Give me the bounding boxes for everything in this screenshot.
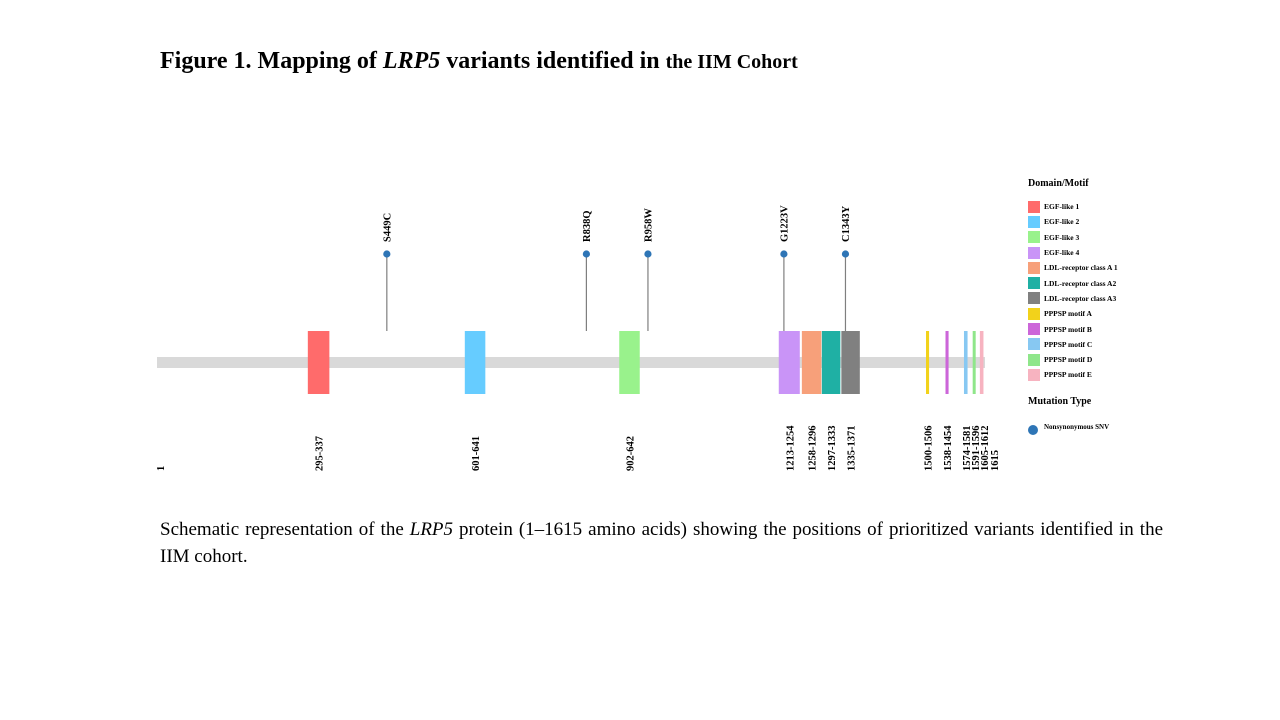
figure-title: Figure 1. Mapping of LRP5 variants ident… <box>160 48 798 75</box>
caption-gene: LRP5 <box>409 519 454 540</box>
domain-range-label: 295-337 <box>315 436 326 471</box>
legend-item: EGF-like 4 <box>1028 245 1228 260</box>
legend-swatch <box>1028 292 1040 305</box>
variant-label: C1343Y <box>841 205 852 242</box>
variant-marker <box>841 250 850 258</box>
legend-label: LDL-receptor class A3 <box>1044 293 1117 303</box>
variant-marker <box>582 250 590 258</box>
protein-diagram: 295-337 601-641 902-642 1213-1254 1258-1296 1… <box>156 205 1000 472</box>
domain-range-label: 1297-1333 <box>827 426 838 472</box>
domain-block <box>619 331 640 394</box>
domain-block <box>801 331 822 394</box>
legend-swatch <box>1028 231 1040 244</box>
legend-item: LDL-receptor class A3 <box>1028 291 1228 306</box>
legend-item: PPPSP motif E <box>1028 367 1228 382</box>
legend-item: PPPSP motif A <box>1028 306 1228 321</box>
legend-label: EGF-like 2 <box>1044 217 1080 227</box>
domain-block <box>307 331 330 394</box>
legend-swatch <box>1028 246 1040 259</box>
domain-range-label: 902-642 <box>625 436 636 471</box>
domain-range-label: 1591-1596 <box>971 426 982 472</box>
legend-swatch <box>1028 261 1040 274</box>
domain-block <box>963 331 968 394</box>
variant-marker <box>383 250 391 258</box>
domain-block <box>841 331 860 394</box>
legend-item: PPPSP motif D <box>1028 352 1228 367</box>
legend-swatch <box>1028 200 1040 213</box>
variant-label: R958W <box>643 208 654 242</box>
domain-range-label: 1213-1254 <box>785 425 796 471</box>
domain-range-label: 1538-1454 <box>943 425 954 471</box>
legend-swatch <box>1028 323 1040 336</box>
legend-label: EGF-like 4 <box>1044 248 1080 258</box>
title-prefix: Figure 1. Mapping of <box>160 48 383 74</box>
legend-item: PPPSP motif B <box>1028 321 1228 336</box>
domain-block <box>778 331 800 394</box>
domain-range-label: 1258-1296 <box>808 426 819 472</box>
legend-label: LDL-receptor class A 1 <box>1044 263 1118 273</box>
variant-marker <box>780 250 788 258</box>
domain-block <box>945 331 949 394</box>
legend-swatch <box>1028 277 1040 290</box>
protein-backbone <box>157 357 985 368</box>
domain-range-label: 1500-1506 <box>924 426 935 472</box>
legend-mutation-item: Nonsynonymous SNV <box>1028 419 1228 435</box>
title-gene: LRP5 <box>382 48 441 74</box>
legend-swatch <box>1028 215 1040 228</box>
domain-range-label: 1574-1581 <box>962 426 973 472</box>
legend-label: EGF-like 1 <box>1044 202 1080 212</box>
variant-label: R838Q <box>582 211 593 243</box>
legend-label: PPPSP motif A <box>1044 309 1092 319</box>
variant-label: G1223V <box>779 205 790 242</box>
legend-domain-heading: Domain/Motif <box>1028 178 1089 189</box>
domain-block <box>926 331 930 394</box>
domain-range-label: 1605-1612 <box>980 426 991 472</box>
legend-label: LDL-receptor class A2 <box>1044 278 1117 288</box>
legend-mutation-heading: Mutation Type <box>1028 395 1092 407</box>
legend-item: EGF-like 3 <box>1028 230 1228 245</box>
protein-start-label: 1 <box>156 466 167 471</box>
title-tail: the IIM Cohort <box>665 51 798 73</box>
legend-swatch <box>1028 307 1040 320</box>
legend-label: EGF-like 3 <box>1044 232 1080 242</box>
legend-swatch <box>1028 338 1040 351</box>
title-middle: variants identified in <box>440 48 666 74</box>
domain-block <box>979 331 984 394</box>
legend-swatch <box>1028 353 1040 366</box>
caption-rest: protein (1–1615 amino acids) showing the… <box>160 519 1164 567</box>
domain-block <box>972 331 976 394</box>
legend-label: PPPSP motif D <box>1044 355 1093 365</box>
legend-item: EGF-like 2 <box>1028 214 1228 229</box>
legend-label: PPPSP motif B <box>1044 324 1092 334</box>
snv-marker-icon <box>1028 424 1038 435</box>
legend-label: PPPSP motif C <box>1044 339 1093 349</box>
domain-range-label: 1335-1371 <box>847 426 858 472</box>
legend-mutation-label: Nonsynonymous SNV <box>1044 422 1110 431</box>
domain-block <box>821 331 841 394</box>
domain-block <box>464 331 486 394</box>
protein-end-label: 1615 <box>990 450 1000 471</box>
domain-range-label: 601-641 <box>471 436 482 471</box>
legend-item: PPPSP motif C <box>1028 337 1228 352</box>
caption-prefix: Schematic representation of the <box>160 519 410 540</box>
figure-caption: Schematic representation of the LRP5 pro… <box>160 516 1163 570</box>
legend-label: PPPSP motif E <box>1044 370 1092 380</box>
legend-swatch <box>1028 368 1040 381</box>
legend-domain-list: EGF-like 1 EGF-like 2 EGF-like 3 EGF-like 4… <box>1028 199 1228 383</box>
variant-marker <box>644 250 652 258</box>
legend: Domain/Motif EGF-like 1 EGF-like 2 EGF-lik… <box>1028 178 1228 435</box>
legend-item: EGF-like 1 <box>1028 199 1228 214</box>
legend-item: LDL-receptor class A2 <box>1028 275 1228 290</box>
legend-item: LDL-receptor class A 1 <box>1028 260 1228 275</box>
variant-label: S449C <box>382 213 393 242</box>
